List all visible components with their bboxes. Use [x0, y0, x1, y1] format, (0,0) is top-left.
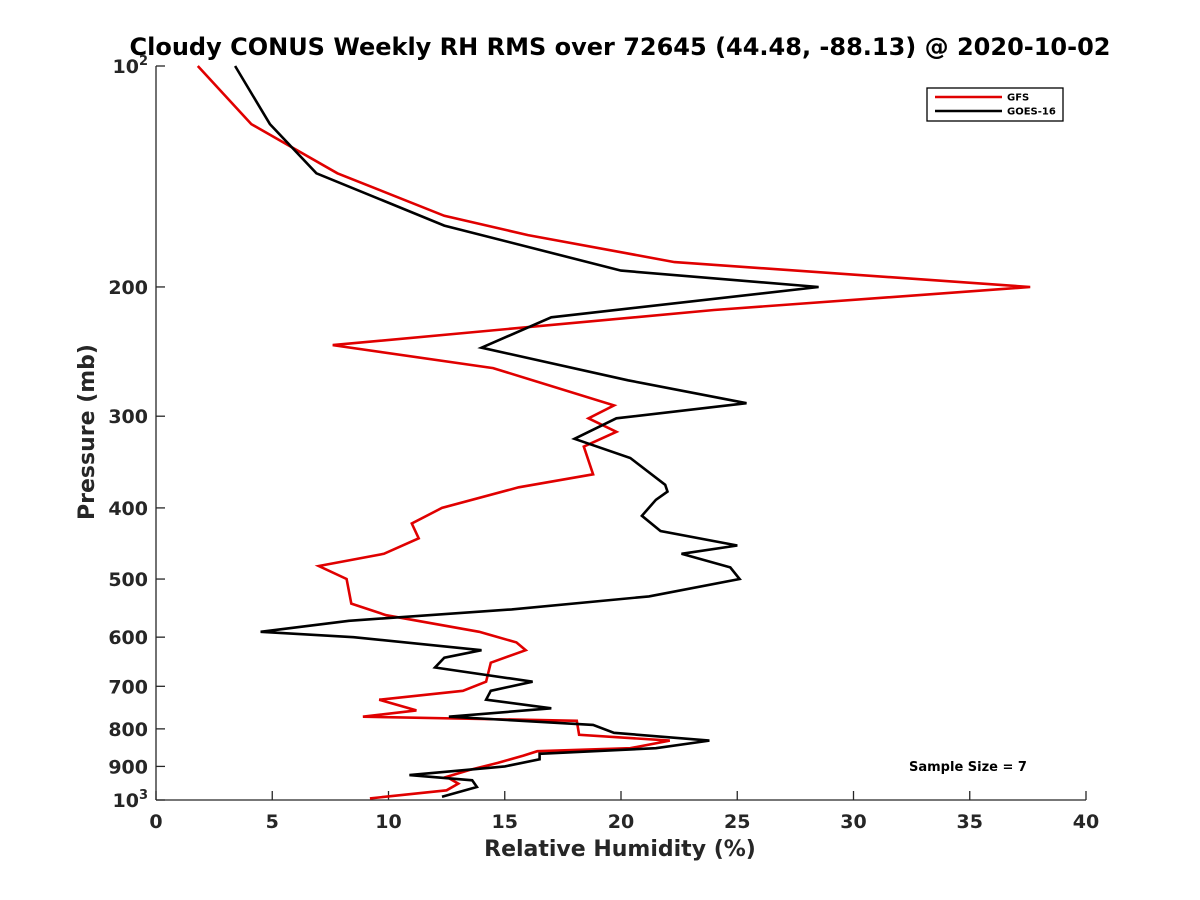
y-tick-exponent: 3 — [139, 788, 148, 803]
y-tick-label: 200 — [108, 277, 148, 299]
sample-size-annotation: Sample Size = 7 — [909, 760, 1027, 775]
y-tick-exponent: 2 — [139, 54, 148, 69]
x-tick-label: 35 — [957, 811, 983, 833]
x-tick-label: 30 — [840, 811, 866, 833]
x-tick-label: 15 — [492, 811, 518, 833]
x-tick-label: 40 — [1073, 811, 1099, 833]
y-tick-label: 800 — [108, 719, 148, 741]
x-tick-label: 5 — [266, 811, 279, 833]
series-line-goes-16 — [233, 65, 819, 799]
y-tick-label: 900 — [108, 756, 148, 778]
legend-box — [926, 87, 1064, 122]
y-tick-label: 300 — [108, 406, 148, 428]
x-tick-label: 10 — [375, 811, 401, 833]
legend: GFS GOES-16 — [926, 87, 1064, 122]
y-tick-label: 700 — [108, 676, 148, 698]
legend-label: GOES-16 — [1007, 107, 1056, 118]
legend-label: GFS — [1007, 93, 1029, 104]
y-tick-label: 400 — [108, 498, 148, 520]
x-tick-label: 0 — [149, 811, 162, 833]
series-line-gfs — [196, 65, 1031, 800]
x-axis-label: Relative Humidity (%) — [484, 837, 756, 862]
plot-area: 0 5 10 15 20 25 30 35 40102200300400500600700800… — [108, 54, 1099, 833]
y-tick-label: 500 — [108, 569, 148, 591]
x-tick-label: 20 — [608, 811, 634, 833]
y-tick-label: 600 — [108, 627, 148, 649]
y-axis-label: Pressure (mb) — [75, 344, 100, 520]
chart-title: Cloudy CONUS Weekly RH RMS over 72645 (4… — [130, 33, 1111, 61]
x-tick-label: 25 — [724, 811, 750, 833]
